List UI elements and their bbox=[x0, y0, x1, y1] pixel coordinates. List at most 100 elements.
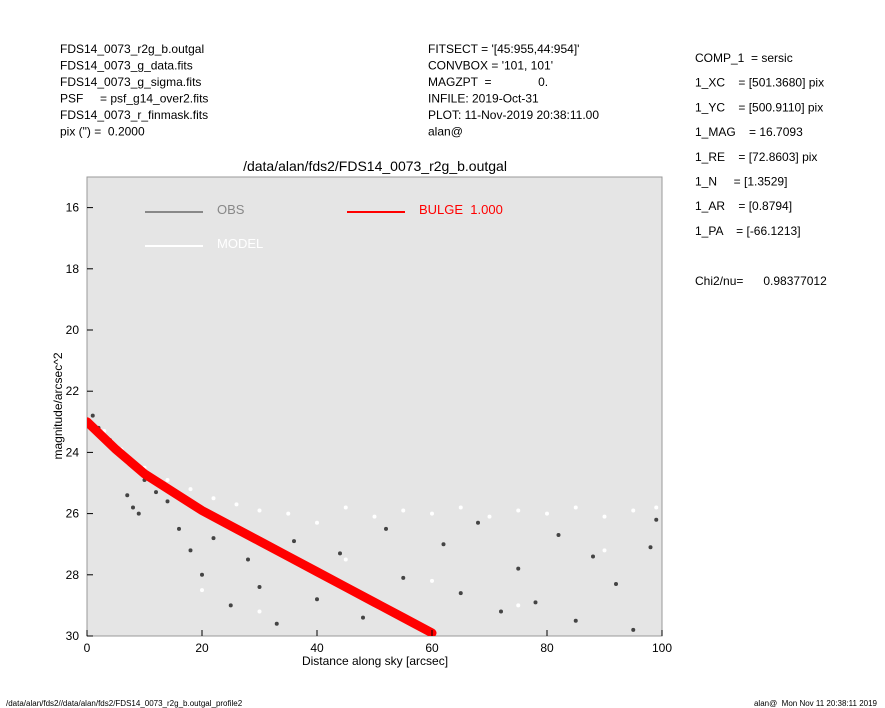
point bbox=[188, 548, 193, 553]
point bbox=[200, 588, 204, 593]
x-tick-label: 100 bbox=[652, 641, 672, 655]
header-center: INFILE: 2019-Oct-31 bbox=[428, 92, 539, 106]
header-center: alan@ bbox=[428, 125, 463, 139]
y-tick-label: 30 bbox=[66, 629, 80, 643]
point bbox=[372, 514, 377, 519]
x-tick-label: 60 bbox=[425, 641, 439, 655]
point bbox=[648, 545, 653, 550]
point bbox=[533, 600, 538, 605]
point bbox=[430, 578, 434, 583]
header-right: 1_YC = [500.9110] pix bbox=[695, 100, 823, 114]
x-tick-label: 0 bbox=[84, 641, 91, 655]
y-tick-label: 18 bbox=[66, 262, 80, 276]
point bbox=[487, 514, 492, 519]
point bbox=[516, 508, 521, 513]
legend-label: MODEL bbox=[217, 236, 263, 251]
header-center: FITSECT = '[45:955,44:954]' bbox=[428, 42, 579, 56]
point bbox=[343, 557, 348, 562]
point bbox=[631, 627, 636, 632]
header-right: 1_N = [1.3529] bbox=[695, 175, 787, 189]
footer-left: /data/alan/fds2//data/alan/fds2/FDS14_00… bbox=[6, 699, 243, 708]
header-center: CONVBOX = '101, 101' bbox=[428, 59, 553, 73]
model-band bbox=[87, 417, 437, 636]
y-axis-label: magnitude/arcsec^2 bbox=[51, 352, 65, 459]
point bbox=[274, 621, 279, 626]
header-right: 1_MAG = 16.7093 bbox=[695, 125, 803, 139]
point bbox=[315, 597, 319, 602]
point bbox=[401, 575, 406, 580]
point bbox=[654, 505, 659, 510]
x-tick-label: 40 bbox=[310, 641, 324, 655]
point bbox=[631, 508, 636, 513]
point bbox=[234, 502, 239, 507]
point bbox=[361, 615, 365, 620]
point bbox=[573, 618, 578, 623]
header-right: 1_RE = [72.8603] pix bbox=[695, 150, 817, 164]
chart-title: /data/alan/fds2/FDS14_0073_r2g_b.outgal bbox=[243, 158, 507, 174]
point bbox=[545, 511, 549, 516]
header-left: pix (") = 0.2000 bbox=[60, 125, 145, 139]
point bbox=[228, 603, 233, 608]
header-left: FDS14_0073_r_finmask.fits bbox=[60, 108, 208, 122]
y-tick-label: 16 bbox=[66, 201, 80, 215]
point bbox=[165, 477, 170, 482]
chi2: Chi2/nu= 0.98377012 bbox=[695, 274, 827, 288]
point bbox=[211, 496, 216, 501]
legend-label: BULGE 1.000 bbox=[419, 202, 503, 217]
x-axis-label: Distance along sky [arcsec] bbox=[302, 654, 448, 668]
point bbox=[200, 572, 204, 577]
point bbox=[591, 554, 595, 559]
point bbox=[430, 511, 434, 516]
point bbox=[90, 413, 95, 418]
y-tick-label: 22 bbox=[66, 384, 80, 398]
point bbox=[211, 536, 216, 541]
point bbox=[286, 511, 291, 516]
point bbox=[516, 566, 521, 571]
header-right: 1_XC = [501.3680] pix bbox=[695, 76, 824, 90]
point bbox=[343, 505, 348, 510]
y-tick-label: 28 bbox=[66, 568, 80, 582]
point bbox=[614, 581, 618, 586]
header-left: FDS14_0073_g_sigma.fits bbox=[60, 75, 201, 89]
plot-area bbox=[86, 176, 663, 637]
point bbox=[257, 609, 262, 614]
point bbox=[292, 539, 296, 544]
point bbox=[458, 591, 463, 596]
point bbox=[556, 533, 561, 538]
point bbox=[499, 609, 503, 614]
point bbox=[125, 493, 130, 498]
point bbox=[257, 585, 262, 590]
x-tick-label: 80 bbox=[540, 641, 554, 655]
point bbox=[188, 487, 193, 492]
header-left: FDS14_0073_r2g_b.outgal bbox=[60, 42, 204, 56]
point bbox=[602, 514, 607, 519]
y-tick-label: 20 bbox=[66, 323, 80, 337]
footer-right: alan@ Mon Nov 11 20:38:11 2019 bbox=[754, 699, 878, 708]
point bbox=[441, 542, 446, 547]
y-tick-label: 26 bbox=[66, 507, 80, 521]
point bbox=[257, 508, 262, 513]
point bbox=[315, 520, 319, 525]
point bbox=[384, 526, 388, 531]
header-right: 1_PA = [-66.1213] bbox=[695, 224, 801, 238]
header-center: MAGZPT = 0. bbox=[428, 75, 548, 89]
legend-label: OBS bbox=[217, 202, 245, 217]
point bbox=[246, 557, 250, 562]
header-right: 1_AR = [0.8794] bbox=[695, 199, 792, 213]
point bbox=[458, 505, 463, 510]
header-left: PSF = psf_g14_over2.fits bbox=[60, 92, 208, 106]
point bbox=[654, 517, 659, 522]
point bbox=[154, 490, 158, 495]
point bbox=[177, 526, 181, 531]
point bbox=[602, 548, 607, 553]
x-tick-label: 20 bbox=[195, 641, 209, 655]
point bbox=[476, 520, 480, 525]
point bbox=[165, 499, 170, 504]
point bbox=[136, 511, 141, 516]
point bbox=[131, 505, 135, 510]
header-left: FDS14_0073_g_data.fits bbox=[60, 59, 193, 73]
header-center: PLOT: 11-Nov-2019 20:38:11.00 bbox=[428, 108, 599, 122]
marks bbox=[87, 413, 659, 636]
point bbox=[573, 505, 578, 510]
